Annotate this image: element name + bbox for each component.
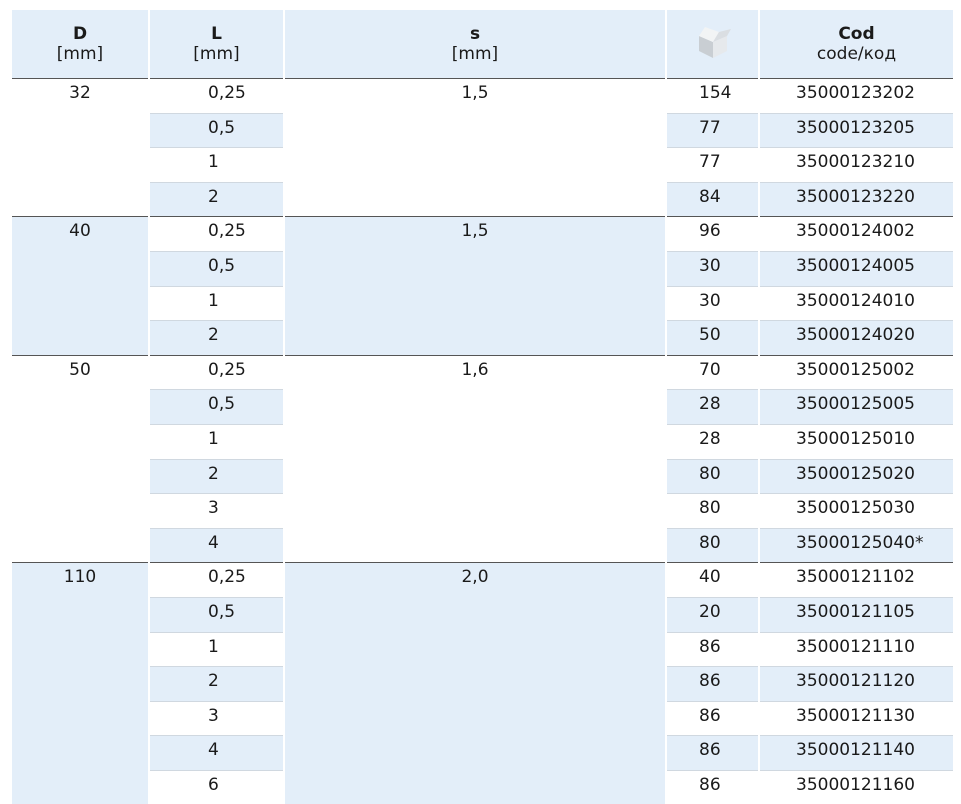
code-cell: 35000123210	[759, 148, 953, 183]
d-cell: 110	[11, 563, 149, 804]
l-cell: 0,5	[149, 251, 284, 286]
code-cell: 35000125040*	[759, 528, 953, 563]
l-cell: 4	[149, 528, 284, 563]
qty-cell: 86	[666, 736, 759, 771]
l-cell: 0,5	[149, 390, 284, 425]
header-title: Cod	[760, 24, 953, 44]
header-title: s	[285, 24, 665, 44]
l-cell: 0,25	[149, 563, 284, 598]
box-icon	[693, 24, 733, 60]
code-cell: 35000125030	[759, 494, 953, 529]
l-cell: 2	[149, 321, 284, 356]
qty-cell: 77	[666, 113, 759, 148]
header-title: D	[12, 24, 148, 44]
qty-cell: 86	[666, 701, 759, 736]
header-cell: s[mm]	[284, 10, 666, 79]
qty-cell: 80	[666, 528, 759, 563]
qty-cell: 30	[666, 286, 759, 321]
d-cell: 50	[11, 355, 149, 563]
code-cell: 35000123220	[759, 182, 953, 217]
l-cell: 1	[149, 286, 284, 321]
s-cell: 1,5	[284, 79, 666, 217]
l-cell: 1	[149, 632, 284, 667]
l-cell: 3	[149, 494, 284, 529]
l-cell: 0,5	[149, 597, 284, 632]
code-cell: 35000121105	[759, 597, 953, 632]
qty-cell: 50	[666, 321, 759, 356]
l-cell: 2	[149, 182, 284, 217]
d-cell: 32	[11, 79, 149, 217]
qty-cell: 80	[666, 494, 759, 529]
code-cell: 35000121140	[759, 736, 953, 771]
header-cell	[666, 10, 759, 79]
qty-cell: 86	[666, 770, 759, 804]
code-cell: 35000121120	[759, 667, 953, 702]
code-cell: 35000124020	[759, 321, 953, 356]
code-cell: 35000125002	[759, 355, 953, 390]
header-unit: code/код	[817, 44, 896, 64]
qty-cell: 86	[666, 667, 759, 702]
qty-cell: 77	[666, 148, 759, 183]
qty-cell: 28	[666, 424, 759, 459]
qty-cell: 28	[666, 390, 759, 425]
l-cell: 2	[149, 459, 284, 494]
s-cell: 2,0	[284, 563, 666, 804]
code-cell: 35000125020	[759, 459, 953, 494]
header-cell: L[mm]	[149, 10, 284, 79]
code-cell: 35000124002	[759, 217, 953, 252]
qty-cell: 80	[666, 459, 759, 494]
l-cell: 0,5	[149, 113, 284, 148]
l-cell: 0,25	[149, 355, 284, 390]
code-cell: 35000124010	[759, 286, 953, 321]
qty-cell: 30	[666, 251, 759, 286]
s-cell: 1,6	[284, 355, 666, 563]
code-cell: 35000125010	[759, 424, 953, 459]
l-cell: 2	[149, 667, 284, 702]
header-unit: [mm]	[193, 44, 239, 64]
code-cell: 35000121160	[759, 770, 953, 804]
code-cell: 35000124005	[759, 251, 953, 286]
code-cell: 35000125005	[759, 390, 953, 425]
code-cell: 35000121130	[759, 701, 953, 736]
l-cell: 3	[149, 701, 284, 736]
code-cell: 35000121102	[759, 563, 953, 598]
header-unit: [mm]	[452, 44, 498, 64]
l-cell: 1	[149, 148, 284, 183]
qty-cell: 86	[666, 632, 759, 667]
d-cell: 40	[11, 217, 149, 355]
qty-cell: 40	[666, 563, 759, 598]
header-cell: D[mm]	[11, 10, 149, 79]
l-cell: 4	[149, 736, 284, 771]
l-cell: 0,25	[149, 79, 284, 114]
l-cell: 1	[149, 424, 284, 459]
s-cell: 1,5	[284, 217, 666, 355]
header-title: L	[150, 24, 283, 44]
code-cell: 35000121110	[759, 632, 953, 667]
qty-cell: 96	[666, 217, 759, 252]
l-cell: 0,25	[149, 217, 284, 252]
qty-cell: 84	[666, 182, 759, 217]
l-cell: 6	[149, 770, 284, 804]
code-cell: 35000123202	[759, 79, 953, 114]
qty-cell: 70	[666, 355, 759, 390]
qty-cell: 20	[666, 597, 759, 632]
qty-cell: 154	[666, 79, 759, 114]
code-cell: 35000123205	[759, 113, 953, 148]
header-unit: [mm]	[57, 44, 103, 64]
